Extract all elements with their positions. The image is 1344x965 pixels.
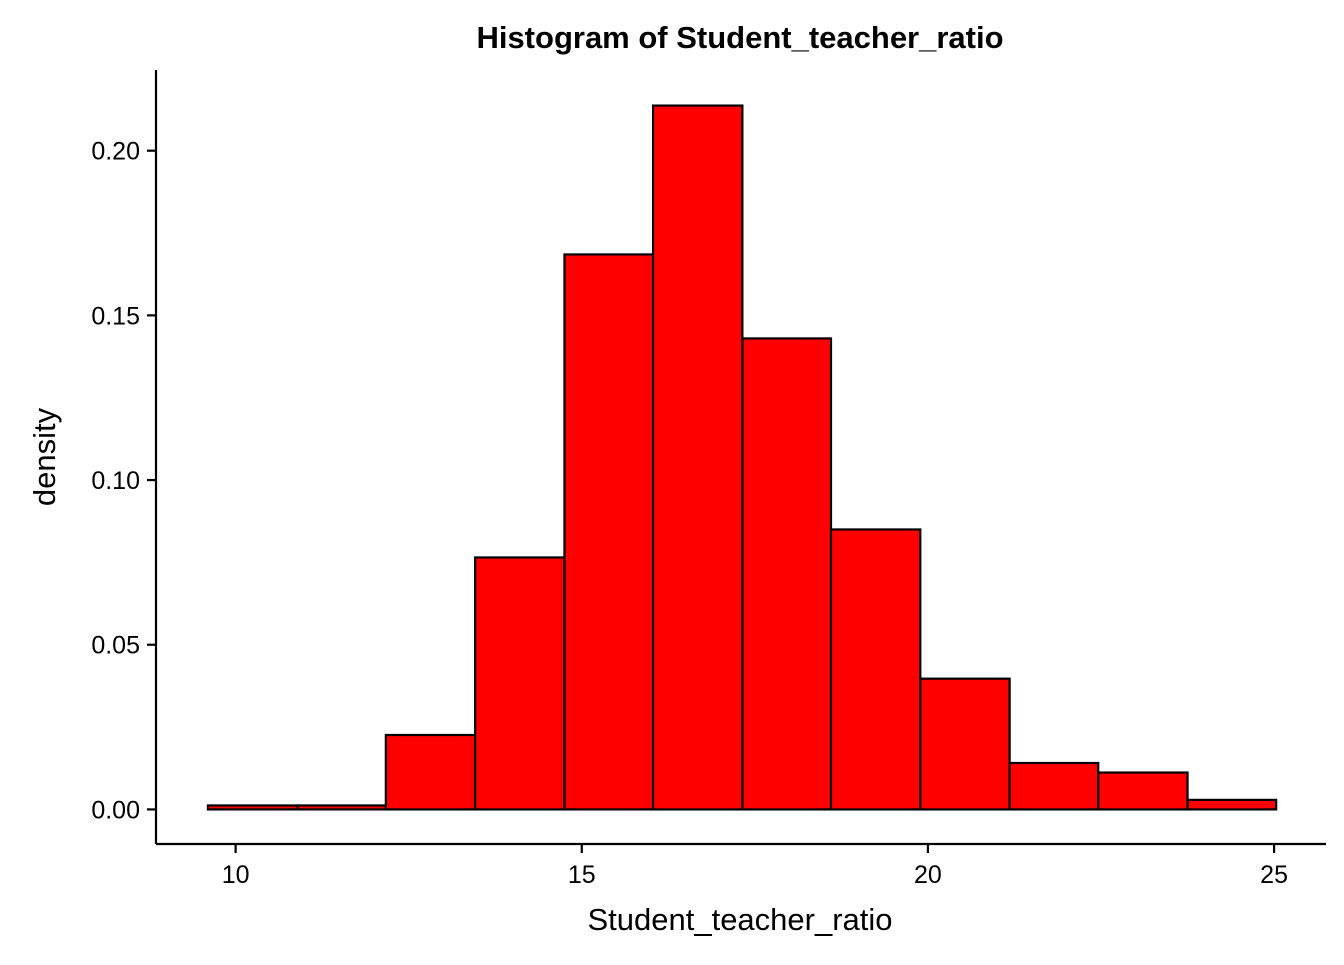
y-tick-label: 0.05 (91, 632, 140, 660)
histogram-bar (563, 253, 655, 811)
histogram-bar (206, 804, 299, 811)
histogram-bar (1186, 798, 1278, 811)
chart-title: Histogram of Student_teacher_ratio (476, 20, 1003, 55)
histogram-bar (474, 556, 566, 811)
histogram-bar (741, 337, 833, 811)
histogram-bar (1008, 761, 1100, 811)
y-tick-label: 0.20 (91, 138, 140, 166)
x-tick-label: 15 (568, 861, 596, 889)
y-tick-label: 0.15 (91, 302, 140, 330)
histogram-bar (919, 677, 1011, 811)
x-tick-label: 25 (1260, 861, 1288, 889)
y-tick-label: 0.00 (91, 796, 140, 824)
x-tick-label: 20 (914, 861, 942, 889)
x-tick-label: 10 (222, 861, 250, 889)
histogram-bar (1097, 771, 1189, 811)
y-tick-label: 0.10 (91, 467, 140, 495)
histogram-bar (296, 804, 387, 811)
histogram-bars (206, 104, 1278, 811)
y-axis-label: density (27, 407, 62, 506)
y-axis-ticks: 0.00 0.05 0.10 0.15 0.20 (91, 138, 156, 824)
histogram-bar (829, 528, 922, 811)
histogram-bar (651, 104, 744, 811)
histogram-bar (384, 733, 477, 811)
x-axis-ticks: 10 15 20 25 (222, 844, 1288, 889)
x-axis-label: Student_teacher_ratio (587, 902, 892, 937)
